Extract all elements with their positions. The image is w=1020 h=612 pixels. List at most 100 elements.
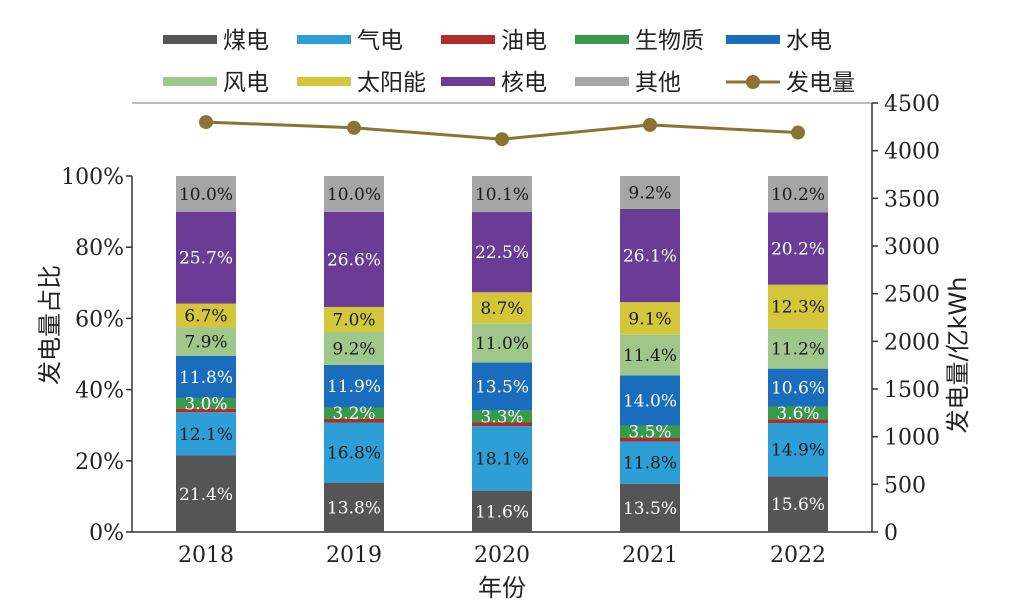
segment-label: 22.5% bbox=[475, 243, 529, 263]
legend-marker bbox=[746, 75, 760, 89]
bar-segment bbox=[324, 422, 384, 483]
bar-segment bbox=[472, 422, 532, 427]
bar-segment bbox=[324, 418, 384, 423]
y2-tick-label: 2000 bbox=[884, 330, 940, 355]
segment-label: 6.7% bbox=[184, 307, 227, 327]
bar-segment bbox=[324, 482, 384, 532]
legend-swatch bbox=[441, 35, 495, 44]
y2-tick-label: 3000 bbox=[884, 235, 940, 260]
bar-segment bbox=[472, 176, 532, 213]
y-tick-label: 60% bbox=[75, 307, 124, 332]
segment-label: 12.1% bbox=[179, 425, 233, 445]
bar-segment bbox=[620, 176, 680, 209]
segment-label: 25.7% bbox=[179, 249, 233, 269]
bar-segment bbox=[472, 292, 532, 324]
x-axis-title: 年份 bbox=[478, 574, 526, 602]
segment-label: 11.2% bbox=[771, 340, 825, 360]
segment-label: 11.8% bbox=[179, 368, 233, 388]
segment-label: 10.0% bbox=[327, 185, 381, 205]
segment-label: 11.4% bbox=[623, 346, 677, 366]
legend-swatch bbox=[726, 35, 780, 44]
y2-tick-label: 2500 bbox=[884, 283, 940, 308]
segment-label: 3.3% bbox=[480, 408, 523, 428]
x-tick-label: 2018 bbox=[178, 543, 234, 568]
y2-tick-label: 1500 bbox=[884, 378, 940, 403]
legend-swatch bbox=[297, 77, 351, 86]
legend-swatch bbox=[297, 35, 351, 44]
legend-label: 核电 bbox=[501, 70, 547, 96]
segment-label: 11.9% bbox=[327, 377, 381, 397]
legend-label: 油电 bbox=[501, 28, 547, 54]
segment-label: 9.2% bbox=[628, 183, 671, 203]
legend-item: 太阳能 bbox=[297, 70, 426, 96]
generation-point bbox=[495, 132, 509, 147]
legend-item: 油电 bbox=[441, 28, 547, 54]
bar-segment bbox=[324, 407, 384, 419]
bar-segment bbox=[620, 441, 680, 484]
legend-label: 生物质 bbox=[635, 28, 704, 54]
generation-point bbox=[347, 120, 361, 135]
bar-segment bbox=[176, 303, 236, 328]
bar-segment bbox=[620, 437, 680, 442]
generation-point bbox=[199, 115, 213, 130]
axes: 0% 20% 40% 60% 80% 100% 0 500 1000 1500 2000 2500 30… bbox=[61, 92, 940, 568]
segment-label: 11.0% bbox=[475, 334, 529, 354]
bar-segment bbox=[472, 323, 532, 363]
legend-label: 风电 bbox=[223, 70, 269, 96]
legend-label: 煤电 bbox=[223, 28, 269, 54]
bar-segment bbox=[176, 211, 236, 304]
generation-line bbox=[199, 115, 805, 147]
legend-swatch bbox=[163, 77, 217, 86]
bar-segment bbox=[472, 212, 532, 293]
bar-segment bbox=[620, 425, 680, 438]
bar-segment bbox=[176, 455, 236, 532]
bar-segment bbox=[620, 483, 680, 532]
segment-label: 18.1% bbox=[475, 449, 529, 469]
legend-item: 水电 bbox=[726, 28, 832, 54]
segment-label: 10.0% bbox=[179, 185, 233, 205]
bar-segment bbox=[472, 362, 532, 411]
segment-label: 10.2% bbox=[771, 185, 825, 205]
bar-segment bbox=[472, 490, 532, 532]
legend-swatch bbox=[163, 35, 217, 44]
segment-label: 9.2% bbox=[332, 339, 375, 359]
y-tick-label: 40% bbox=[75, 379, 124, 404]
bar-segment bbox=[768, 419, 828, 423]
segment-label: 16.8% bbox=[327, 444, 381, 464]
y2-axis-title: 发电量/亿kWh bbox=[944, 277, 972, 434]
bar-segment bbox=[176, 397, 236, 409]
legend-item: 生物质 bbox=[575, 28, 704, 54]
legend-swatch bbox=[575, 35, 629, 44]
bar-segment bbox=[472, 426, 532, 491]
bar-segment bbox=[768, 406, 828, 420]
segment-label: 26.6% bbox=[327, 250, 381, 270]
segment-label: 20.2% bbox=[771, 240, 825, 260]
y-tick-label: 0% bbox=[89, 521, 124, 546]
bar-segment bbox=[620, 302, 680, 335]
bar-segment bbox=[324, 331, 384, 365]
bar-segment bbox=[620, 375, 680, 426]
bar-segment bbox=[324, 176, 384, 212]
segment-label: 14.9% bbox=[771, 441, 825, 461]
legend-item: 其他 bbox=[575, 70, 681, 96]
legend-item: 风电 bbox=[163, 70, 269, 96]
y2-tick-label: 4000 bbox=[884, 140, 940, 165]
legend-item: 气电 bbox=[297, 28, 403, 54]
segment-label: 15.6% bbox=[771, 495, 825, 515]
y-axis-title: 发电量占比 bbox=[36, 265, 64, 385]
y-tick-label: 100% bbox=[61, 165, 124, 190]
bar-segment bbox=[768, 212, 828, 285]
y2-tick-label: 4500 bbox=[884, 92, 940, 117]
segment-label: 21.4% bbox=[179, 485, 233, 505]
bar-segment bbox=[768, 368, 828, 407]
legend-label: 水电 bbox=[786, 28, 832, 54]
segment-label: 12.3% bbox=[771, 298, 825, 318]
segment-label: 11.6% bbox=[475, 502, 529, 522]
legend-label: 发电量 bbox=[786, 70, 855, 96]
segment-label: 7.0% bbox=[332, 310, 375, 330]
bar-segment bbox=[768, 476, 828, 532]
bar-segment bbox=[176, 355, 236, 398]
bar-segment bbox=[620, 334, 680, 376]
segment-label: 13.8% bbox=[327, 498, 381, 518]
bar-segment bbox=[176, 176, 236, 212]
